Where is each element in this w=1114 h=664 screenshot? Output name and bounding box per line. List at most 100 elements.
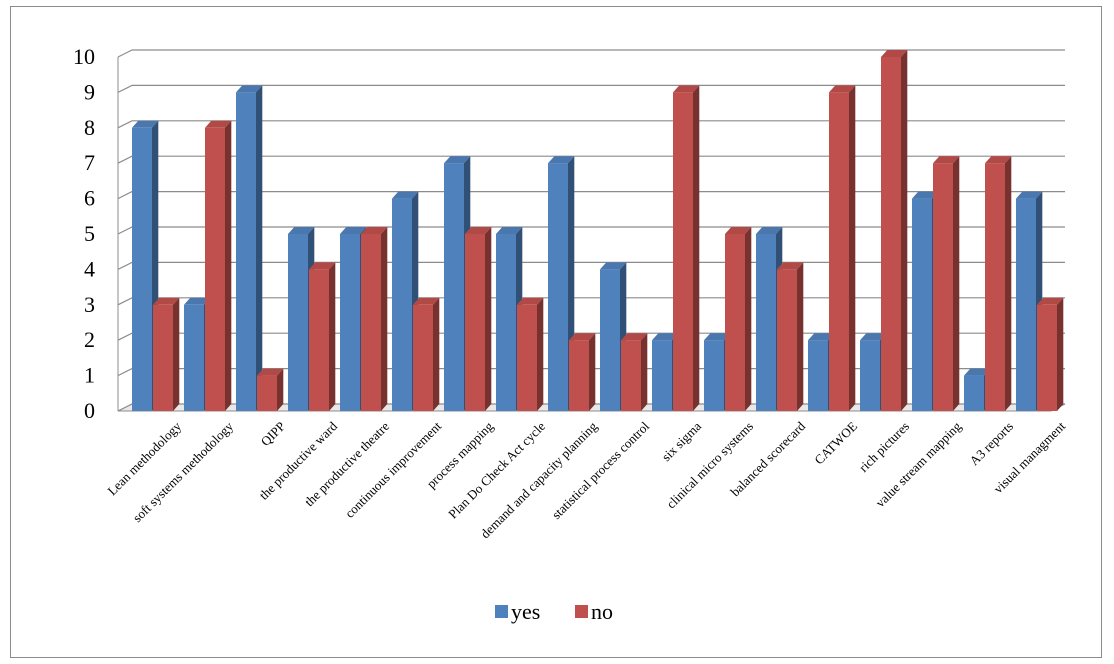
bar-front — [444, 163, 464, 411]
x-category-label: clinical micro systems — [663, 419, 756, 512]
bar-side — [537, 297, 544, 411]
bar-top — [132, 120, 159, 128]
y-tick-label: 0 — [84, 398, 95, 423]
bar-top — [652, 333, 679, 341]
x-category-label: statistical process control — [549, 418, 653, 522]
gridline — [117, 120, 1065, 129]
bar-side — [173, 297, 180, 411]
x-category-label: continuous improvement — [342, 418, 445, 521]
bar-top — [413, 297, 440, 305]
bar-no — [777, 262, 804, 411]
bar-front — [361, 234, 381, 411]
bar-no — [517, 297, 544, 411]
bar-side — [1005, 156, 1012, 411]
bar-front — [777, 269, 797, 411]
bar-front — [569, 340, 589, 411]
bar-top — [777, 262, 804, 270]
bar-top — [756, 227, 783, 234]
bar-top — [569, 333, 596, 341]
bar-side — [849, 85, 856, 412]
bar-front — [829, 92, 849, 412]
bar-front — [756, 234, 776, 411]
y-tick-label: 10 — [73, 44, 95, 69]
bar-front — [985, 163, 1005, 411]
bar-front — [205, 127, 225, 412]
bar-top — [621, 333, 648, 341]
bar-no — [933, 156, 960, 411]
bar-top — [361, 227, 388, 234]
bar-front — [1037, 304, 1057, 411]
y-tick-label: 3 — [84, 292, 95, 317]
chart-area: 0 1 2 3 4 5 6 7 8 9 10 Lean methodology soft system… — [10, 6, 1102, 658]
x-category-label: rich pictures — [856, 419, 912, 475]
bar-front — [808, 340, 828, 411]
bar-no — [361, 227, 388, 411]
bar-top — [1016, 191, 1043, 199]
bar-front — [517, 304, 537, 411]
legend-swatch — [575, 605, 588, 618]
x-category-label: QIPP — [258, 419, 289, 450]
bar-front — [496, 234, 516, 411]
bar-no — [413, 297, 440, 411]
gridline — [117, 84, 1065, 93]
bar-side — [225, 120, 232, 412]
bar-no — [257, 368, 284, 411]
x-category-label: Plan Do Check Act cycle — [445, 418, 548, 521]
bar-side — [745, 227, 752, 411]
bar-top — [912, 191, 939, 199]
bar-no — [829, 85, 856, 412]
bar-top — [808, 333, 835, 341]
bar-yes — [236, 85, 263, 412]
bar-front — [933, 163, 953, 411]
bar-top — [725, 227, 752, 234]
bar-front — [704, 340, 724, 411]
x-category-label: soft systems methodology — [130, 418, 237, 525]
x-category-label: six sigma — [659, 418, 705, 464]
legend-label: no — [591, 599, 613, 624]
bar-top — [184, 297, 211, 305]
bar-no — [985, 156, 1012, 411]
y-tick-label: 1 — [84, 363, 95, 388]
bar-front — [413, 304, 433, 411]
bar-no — [1037, 297, 1064, 411]
bar-top — [496, 227, 523, 234]
bar-top — [257, 368, 284, 376]
bar-front — [548, 163, 568, 411]
bar-top — [985, 156, 1012, 164]
legend-label: yes — [511, 599, 540, 624]
bar-side — [256, 85, 263, 412]
bar-top — [205, 120, 232, 128]
bars — [132, 50, 1064, 412]
bar-front — [912, 198, 932, 411]
bar-front — [465, 234, 485, 411]
legend-item-yes: yes — [495, 599, 540, 624]
bar-top — [600, 262, 627, 270]
bar-top — [153, 297, 180, 305]
bar-top — [444, 156, 471, 164]
bar-side — [953, 156, 960, 411]
bar-top — [829, 85, 856, 93]
bar-no — [153, 297, 180, 411]
bar-side — [693, 85, 700, 412]
y-axis-ticks: 0 1 2 3 4 5 6 7 8 9 10 — [73, 44, 95, 423]
bar-side — [797, 262, 804, 411]
bar-no — [569, 333, 596, 411]
bar-front — [288, 234, 308, 411]
bar-front — [621, 340, 641, 411]
bar-top — [933, 156, 960, 164]
y-tick-label: 2 — [84, 327, 95, 352]
bar-front — [652, 340, 672, 411]
bar-side — [641, 333, 648, 411]
bar-front — [340, 234, 360, 411]
bar-top — [392, 191, 419, 199]
bar-yes — [600, 262, 627, 411]
bar-front — [725, 234, 745, 411]
bar-side — [1057, 297, 1064, 411]
y-tick-label: 4 — [84, 256, 95, 281]
legend: yes no — [495, 599, 613, 624]
bar-top — [1037, 297, 1064, 305]
bar-front — [153, 304, 173, 411]
bar-front — [132, 127, 152, 412]
